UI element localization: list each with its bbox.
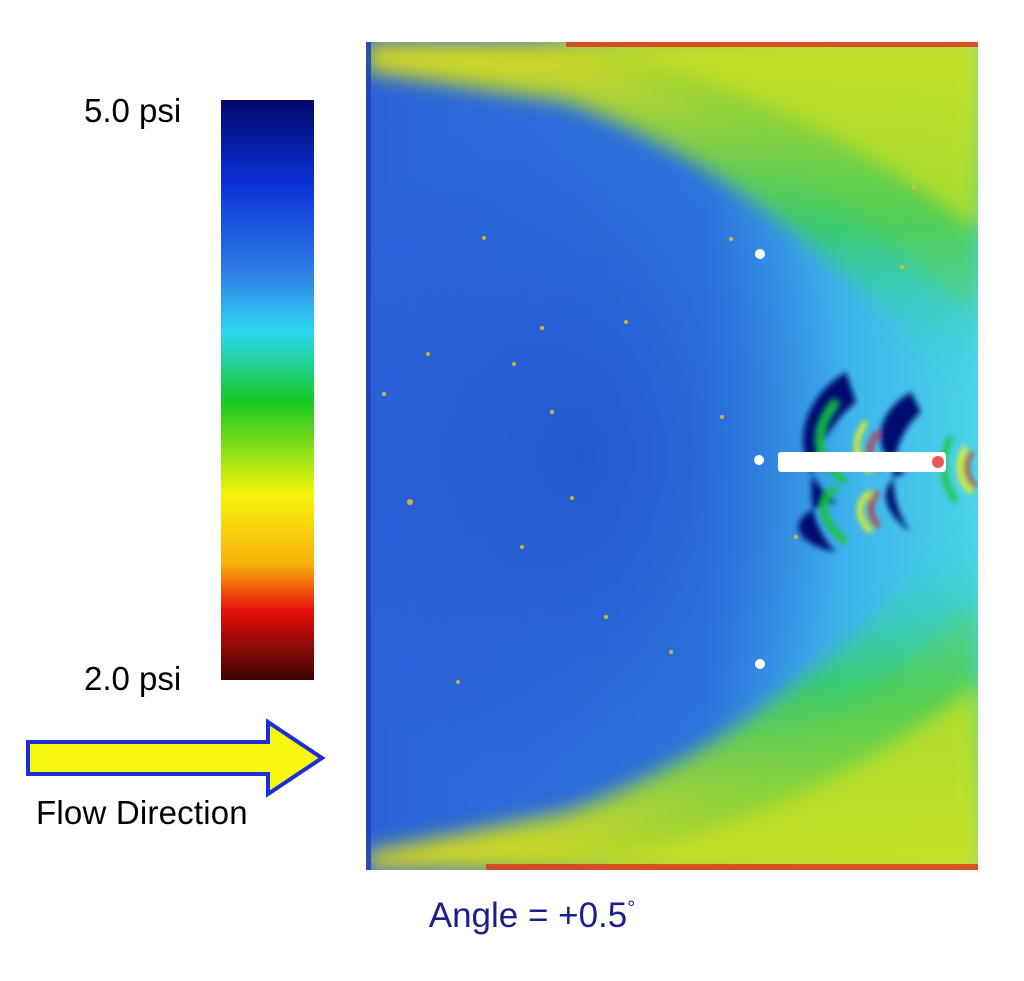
colorbar-max-label: 5.0 psi bbox=[84, 92, 182, 129]
colorbar bbox=[221, 100, 314, 680]
flow-direction-label: Flow Direction bbox=[36, 794, 248, 831]
colorbar-gradient bbox=[221, 100, 314, 680]
model-sting bbox=[778, 452, 946, 472]
fiducial-mark bbox=[754, 455, 764, 465]
speckle-dots bbox=[382, 185, 916, 684]
degree-symbol: ° bbox=[627, 897, 636, 920]
flow-direction-arrow-icon bbox=[26, 718, 326, 798]
fiducial-mark bbox=[755, 249, 765, 259]
bottom-edge-red bbox=[486, 864, 978, 870]
bottom-green-band bbox=[426, 602, 978, 870]
angle-caption: Angle = +0.5° bbox=[0, 896, 1024, 936]
top-green-band bbox=[486, 42, 978, 312]
sting-tip bbox=[932, 456, 944, 468]
pressure-map bbox=[366, 42, 978, 870]
angle-value: Angle = +0.5 bbox=[428, 896, 628, 935]
top-edge-red bbox=[566, 42, 978, 47]
fiducial-mark bbox=[755, 659, 765, 669]
colorbar-min-label: 2.0 psi bbox=[84, 660, 182, 697]
left-edge-dark bbox=[366, 42, 371, 870]
